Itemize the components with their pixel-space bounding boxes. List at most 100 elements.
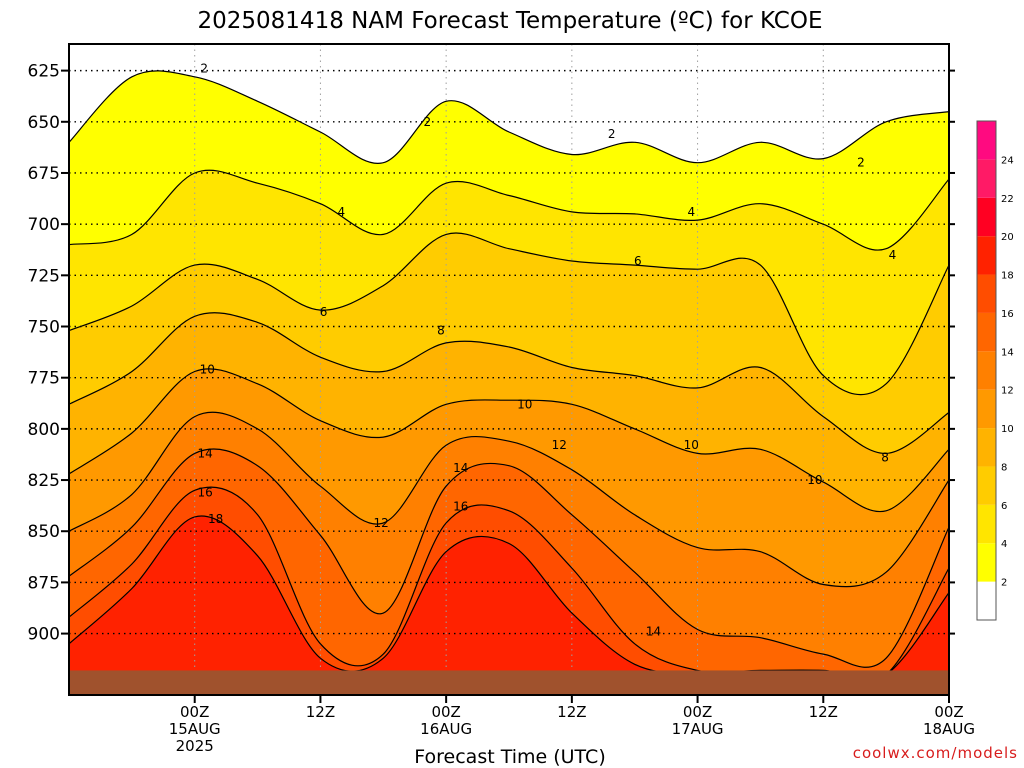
x-tick-label: 12Z — [809, 703, 838, 721]
x-tick-label: 00Z — [683, 703, 712, 721]
colorbar-swatch — [977, 197, 996, 237]
y-tick-label: 825 — [28, 471, 60, 491]
colorbar-label: 6 — [1001, 501, 1007, 512]
contour-label-text: 2 — [608, 127, 616, 141]
contour-label-text: 10 — [517, 397, 532, 411]
y-tick-label: 725 — [28, 266, 60, 286]
colorbar-swatch — [977, 312, 996, 352]
y-tick-label: 850 — [28, 522, 60, 542]
isotherm-16c-line — [69, 486, 949, 682]
colorbar-swatch — [977, 389, 996, 429]
contour-label-6: 6 — [320, 305, 328, 319]
contour-label-text: 10 — [807, 473, 822, 487]
colorbar-label: 4 — [1001, 539, 1007, 550]
contour-label-14: 14 — [646, 625, 661, 639]
contour-label-text: 14 — [646, 625, 661, 639]
temperature-bands — [69, 44, 949, 695]
isotherm-8c-line — [69, 312, 949, 455]
band-18c — [69, 516, 949, 695]
isotherm-2c-line — [69, 70, 949, 164]
colorbar-label: 8 — [1001, 462, 1007, 473]
x-tick-label: 2025 — [176, 737, 214, 755]
x-axis-label: Forecast Time (UTC) — [414, 746, 605, 768]
ground-surface — [69, 670, 949, 695]
isotherm-12c-line — [69, 411, 949, 588]
x-tick-label: 16AUG — [420, 720, 472, 738]
contour-label-14: 14 — [198, 446, 213, 460]
contour-label-18: 18 — [208, 512, 223, 526]
colorbar-swatch — [977, 543, 996, 582]
colorbar-label: 10 — [1001, 424, 1014, 435]
x-tick-label: 17AUG — [672, 720, 724, 738]
colorbar-swatch — [977, 121, 996, 160]
x-tick-label: 15AUG — [169, 720, 221, 738]
contour-label-text: 2 — [423, 115, 431, 129]
contour-label-16: 16 — [198, 485, 213, 499]
y-tick-label: 775 — [28, 369, 60, 389]
colorbar-label: 18 — [1001, 271, 1014, 282]
colorbar-label: 24 — [1001, 155, 1014, 166]
colorbar-swatch — [977, 466, 996, 505]
colorbar-label: 14 — [1001, 347, 1014, 358]
colorbar-label: 22 — [1001, 194, 1014, 205]
contour-label-text: 10 — [684, 438, 699, 452]
contour-label-text: 18 — [208, 512, 223, 526]
grid-lines — [69, 44, 949, 695]
contour-label-2: 2 — [608, 127, 616, 141]
contour-label-2: 2 — [423, 115, 431, 129]
y-tick-label: 650 — [28, 113, 60, 133]
colorbar-swatch — [977, 351, 996, 390]
contour-label-8: 8 — [437, 324, 445, 338]
contour-label-2: 2 — [200, 62, 208, 76]
isotherm-14c-line — [69, 448, 949, 668]
colorbar-label: 20 — [1001, 232, 1014, 243]
x-tick-label: 18AUG — [923, 720, 975, 738]
colorbar-label: 2 — [1001, 578, 1007, 589]
contour-label-text: 10 — [200, 363, 215, 377]
contour-label-text: 14 — [198, 446, 213, 460]
contour-label-12: 12 — [374, 516, 389, 530]
surface-ground — [69, 670, 949, 695]
contour-label-10: 10 — [517, 397, 532, 411]
contour-label-8: 8 — [881, 451, 889, 465]
contour-label-text: 6 — [634, 254, 642, 268]
contour-label-4: 4 — [687, 205, 695, 219]
y-tick-label: 675 — [28, 164, 60, 184]
contour-label-text: 6 — [320, 305, 328, 319]
credit-text: coolwx.com/models — [853, 744, 1018, 762]
y-tick-label: 900 — [28, 625, 60, 645]
contour-label-text: 12 — [374, 516, 389, 530]
y-tick-label: 800 — [28, 420, 60, 440]
contour-label-text: 16 — [198, 485, 213, 499]
isotherm-6c-line — [69, 232, 949, 396]
isotherm-10c-line — [69, 368, 949, 513]
contour-label-text: 12 — [552, 438, 567, 452]
contour-label-12: 12 — [552, 438, 567, 452]
colorbar-swatch — [977, 236, 996, 275]
colorbar-frame — [976, 120, 997, 621]
contour-label-14: 14 — [453, 461, 468, 475]
colorbar-label: 12 — [1001, 386, 1014, 397]
x-tick-label: 12Z — [306, 703, 335, 721]
contour-label-10: 10 — [807, 473, 822, 487]
contour-label-text: 14 — [453, 461, 468, 475]
colorbar-swatch — [977, 504, 996, 544]
contour-label-text: 4 — [889, 248, 897, 262]
colorbar-swatch — [977, 581, 996, 620]
contour-label-text: 2 — [857, 156, 865, 170]
colorbar-swatch — [977, 159, 996, 198]
colorbar-label: 16 — [1001, 309, 1014, 320]
plot-frame — [68, 43, 950, 696]
contour-label-16: 16 — [453, 500, 468, 514]
chart-title: 2025081418 NAM Forecast Temperature (ºC)… — [198, 8, 823, 34]
y-tick-label: 875 — [28, 573, 60, 593]
contour-label-text: 16 — [453, 500, 468, 514]
y-tick-label: 750 — [28, 318, 60, 338]
colorbar-swatch — [977, 428, 996, 467]
contour-label-text: 4 — [687, 205, 695, 219]
colorbar-swatch — [977, 274, 996, 313]
y-tick-label: 700 — [28, 215, 60, 235]
contour-label-text: 2 — [200, 62, 208, 76]
